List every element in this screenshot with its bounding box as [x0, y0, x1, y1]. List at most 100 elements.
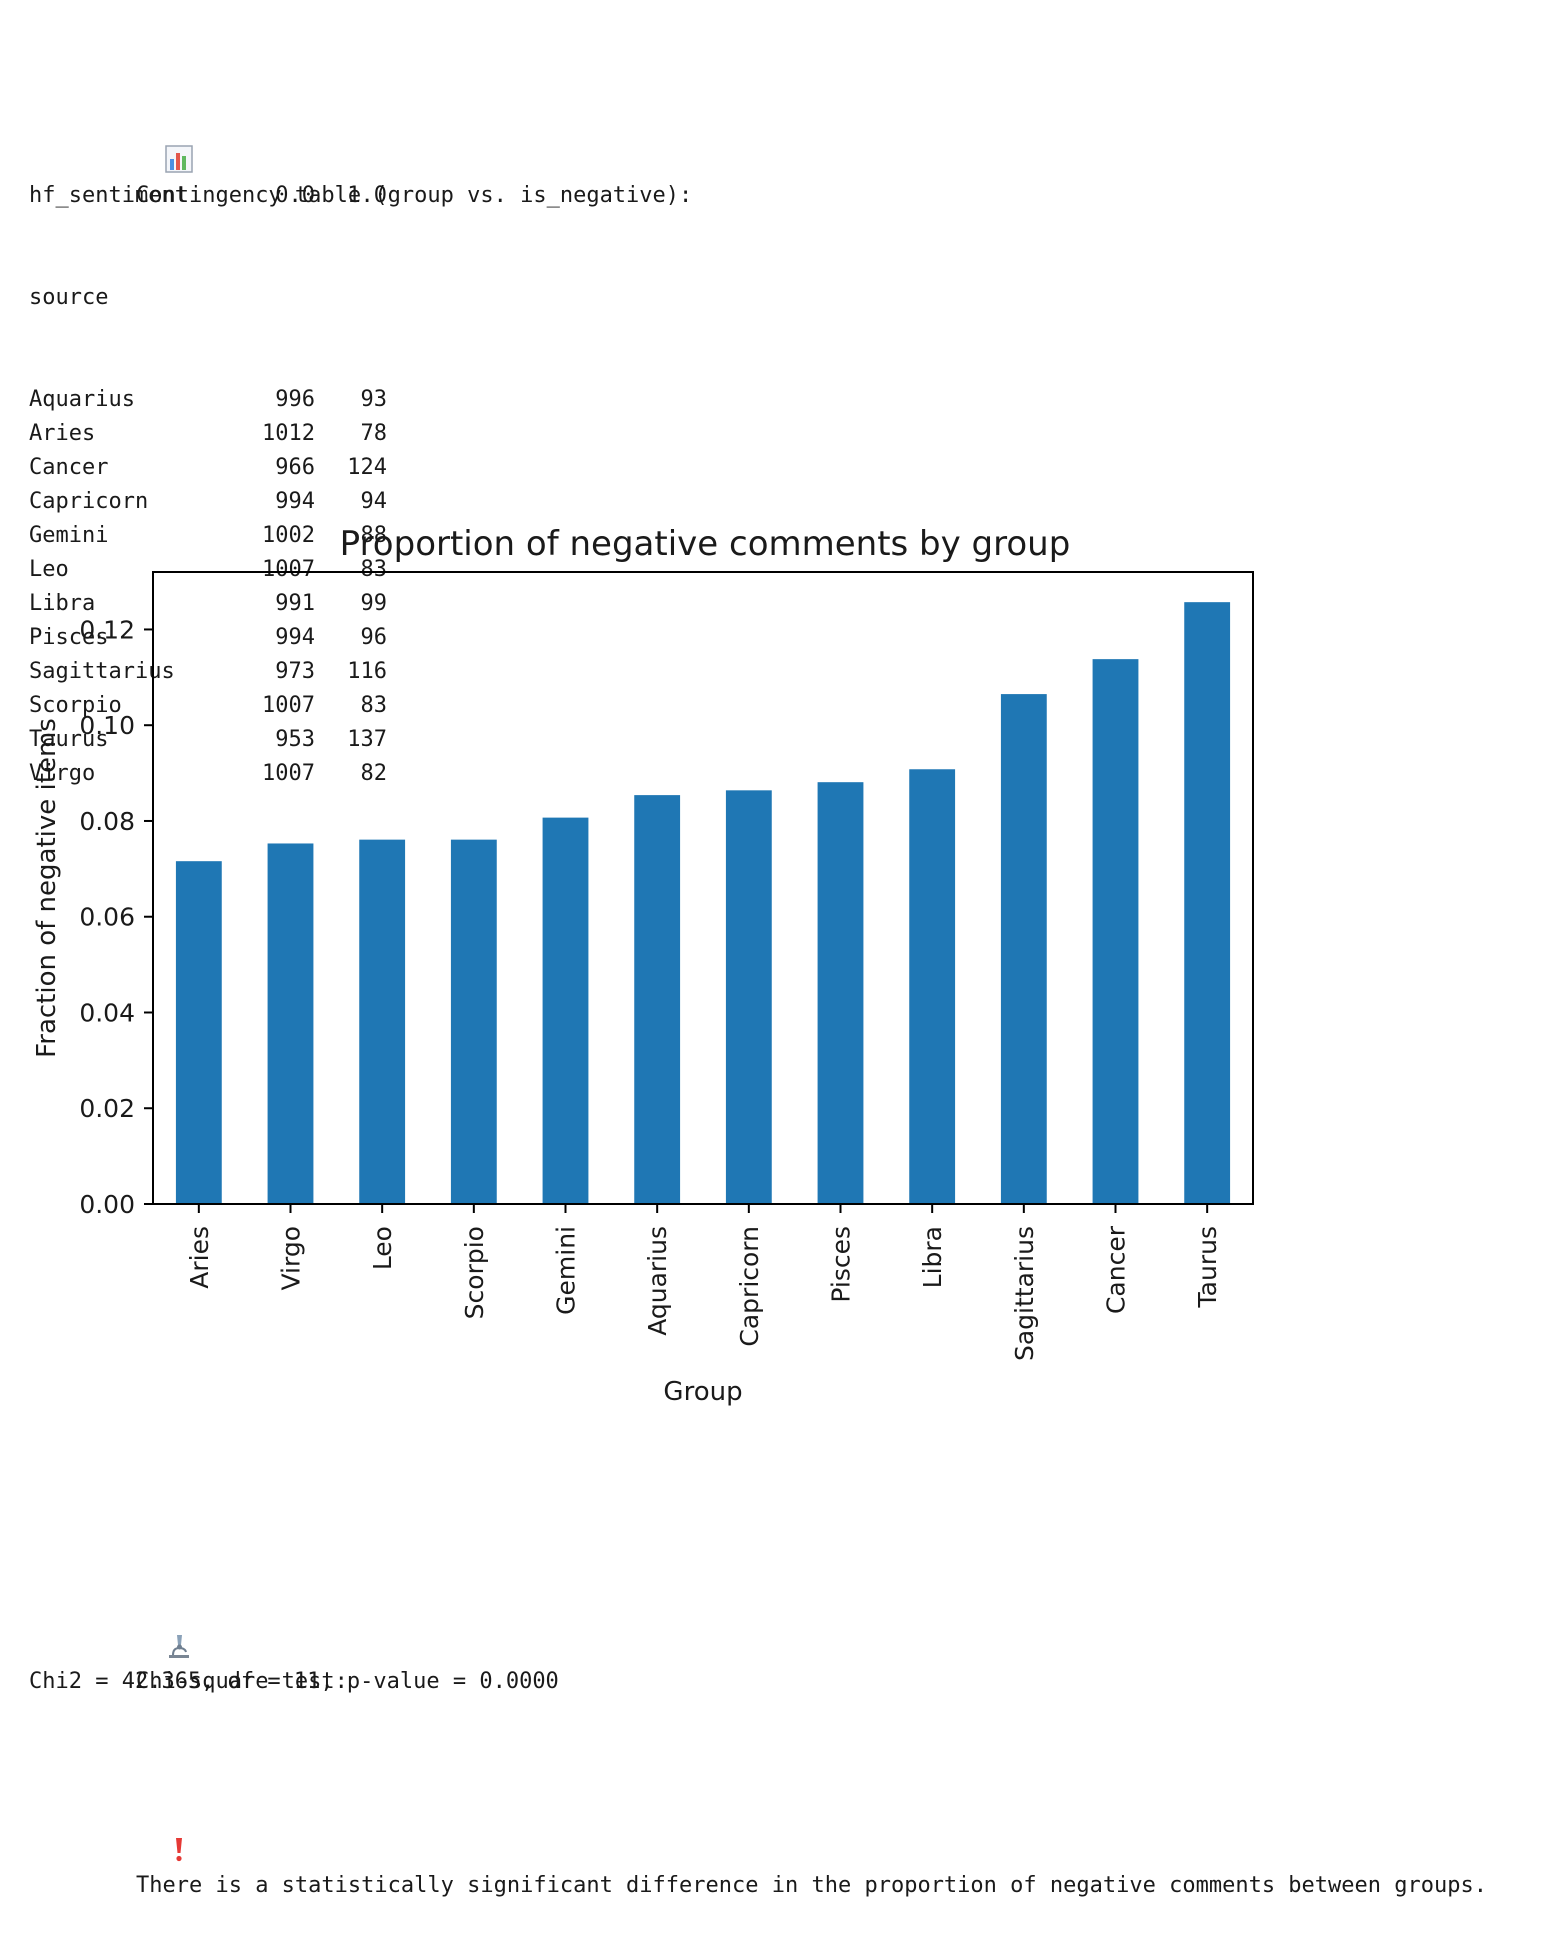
x-tick-label: Libra — [918, 1226, 947, 1288]
row-value-1: 82 — [360, 761, 388, 786]
row-value-0: 994 — [275, 625, 315, 650]
y-axis: 0.00 0.02 0.04 0.06 0.08 0.10 0.12 — [79, 615, 153, 1219]
x-tick-label: Capricorn — [735, 1226, 764, 1347]
chi-result: Chi2 = 42.365, df = 11, p-value = 0.0000 — [29, 1669, 559, 1694]
table-row: Aries 1012 78 — [29, 417, 692, 451]
bar-virgo — [267, 843, 314, 1204]
y-tick-label: 0.10 — [79, 711, 135, 740]
row-index-name-line: source — [29, 281, 692, 315]
x-axis: Aries Virgo Leo Scorpio Gemini Aquarius Capric… — [185, 1204, 1222, 1361]
x-tick-label: Aries — [185, 1226, 214, 1289]
plot-frame — [152, 571, 1254, 1205]
table-row: Leo 1007 83 — [29, 553, 692, 587]
y-tick-label: 0.04 — [79, 998, 135, 1027]
row-value-0: 1007 — [262, 761, 315, 786]
row-name: Sagittarius — [29, 659, 175, 684]
x-tick-label: Gemini — [552, 1226, 581, 1315]
row-index-name: source — [29, 285, 109, 310]
x-tick-label: Leo — [368, 1226, 397, 1270]
row-value-1: 96 — [360, 625, 388, 650]
row-value-1: 78 — [360, 421, 388, 446]
table-row: Scorpio 1007 83 — [29, 689, 692, 723]
row-value-1: 99 — [360, 591, 388, 616]
y-axis-label: Fraction of negative items — [32, 718, 62, 1058]
row-name: Scorpio — [29, 693, 122, 718]
table-header-row: hf_sentiment 0.0 1.0 — [29, 179, 692, 213]
microscope-icon — [86, 1597, 190, 1658]
row-value-0: 966 — [275, 455, 315, 480]
index-label: hf_sentiment — [29, 183, 188, 208]
y-tick-label: 0.12 — [79, 615, 135, 644]
x-tick-label: Virgo — [277, 1226, 306, 1291]
table-row: Capricorn 994 94 — [29, 485, 692, 519]
row-value-1: 116 — [347, 659, 387, 684]
row-value-0: 991 — [275, 591, 315, 616]
row-value-1: 83 — [360, 557, 388, 582]
row-value-1: 88 — [360, 523, 388, 548]
conclusion-text: There is a statistically significant dif… — [135, 1873, 1487, 1898]
bar-chart-svg: Proportion of negative comments by group… — [32, 524, 1254, 1407]
table-row: Taurus 953 137 — [29, 723, 692, 757]
row-name: Taurus — [29, 727, 109, 752]
table-row: Pisces 994 96 — [29, 621, 692, 655]
bars — [175, 602, 1231, 1204]
row-name: Cancer — [29, 455, 109, 480]
column-header: 1.0 — [347, 183, 387, 208]
x-tick-label: Scorpio — [460, 1226, 489, 1319]
contingency-output: Contingency table (group vs. is_negative… — [29, 9, 692, 825]
chi-result-line: Chi2 = 42.365, df = 11, p-value = 0.0000 — [29, 1665, 1487, 1699]
row-value-1: 93 — [360, 387, 388, 412]
row-value-0: 953 — [275, 727, 315, 752]
x-axis-label: Group — [663, 1377, 742, 1407]
contingency-rows: Aquarius 996 93 Aries 1012 78 Cancer 966 124 Capr… — [29, 383, 692, 791]
y-tick-label: 0.06 — [79, 903, 135, 932]
row-value-0: 1007 — [262, 693, 315, 718]
contingency-heading-line: Contingency table (group vs. is_negative… — [29, 77, 692, 208]
row-value-0: 1007 — [262, 557, 315, 582]
row-value-1: 83 — [360, 693, 388, 718]
bar-leo — [359, 839, 406, 1204]
bar-aquarius — [634, 795, 681, 1204]
row-name: Leo — [29, 557, 69, 582]
bar-gemini — [542, 817, 589, 1204]
row-value-0: 1002 — [262, 523, 315, 548]
row-name: Pisces — [29, 625, 109, 650]
table-row: Aquarius 996 93 — [29, 383, 692, 417]
bar-scorpio — [450, 839, 497, 1204]
bar-aries — [175, 861, 222, 1204]
table-row: Gemini 1002 88 — [29, 519, 692, 553]
conclusion-line: There is a statistically significant dif… — [29, 1767, 1487, 1898]
table-row: Sagittarius 973 116 — [29, 655, 692, 689]
x-tick-label: Cancer — [1102, 1225, 1131, 1314]
row-name: Aries — [29, 421, 96, 446]
x-tick-label: Aquarius — [643, 1226, 672, 1336]
bar-libra — [909, 769, 956, 1204]
bar-chart-icon — [86, 111, 194, 173]
contingency-heading: Contingency table (group vs. is_negative… — [135, 183, 693, 208]
column-header: 0.0 — [275, 183, 315, 208]
row-name: Gemini — [29, 523, 109, 548]
row-value-0: 1012 — [262, 421, 315, 446]
table-row: Cancer 966 124 — [29, 451, 692, 485]
row-value-1: 94 — [360, 489, 388, 514]
bar-pisces — [817, 782, 864, 1204]
x-tick-label: Taurus — [1193, 1226, 1222, 1308]
row-value-0: 973 — [275, 659, 315, 684]
row-name: Virgo — [29, 761, 96, 786]
table-row: Virgo 1007 82 — [29, 757, 692, 791]
chi-square-output: Chi-square test: Chi2 = 42.365, df = 11,… — [29, 1495, 1487, 1898]
row-name: Libra — [29, 591, 96, 616]
row-value-0: 996 — [275, 387, 315, 412]
row-value-0: 994 — [275, 489, 315, 514]
table-row: Libra 991 99 — [29, 587, 692, 621]
row-name: Capricorn — [29, 489, 149, 514]
row-value-1: 124 — [347, 455, 387, 480]
bar-sagittarius — [1000, 694, 1047, 1204]
y-tick-label: 0.08 — [79, 807, 135, 836]
y-tick-label: 0.00 — [79, 1190, 135, 1219]
y-tick-label: 0.02 — [79, 1094, 135, 1123]
bar-cancer — [1092, 659, 1139, 1204]
x-tick-label: Sagittarius — [1010, 1226, 1039, 1361]
bar-chart: Proportion of negative comments by group… — [0, 524, 1552, 1445]
bar-capricorn — [725, 790, 772, 1204]
